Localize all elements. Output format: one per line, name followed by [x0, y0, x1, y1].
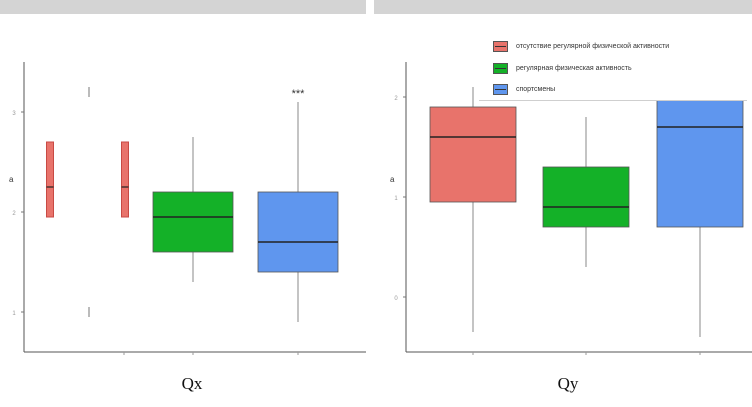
top-bar-left [0, 0, 366, 14]
legend-label-regular: регулярная физическая активность [516, 64, 632, 72]
top-bar-right [374, 0, 752, 14]
box-regular-1 [542, 166, 630, 228]
legend-item-absent: отсутствие регулярной физической активно… [493, 38, 669, 54]
y-tick-label-0-1: 2 [12, 211, 16, 217]
legend-key-regular [493, 62, 508, 74]
box-absent-0-0 [46, 141, 54, 218]
legend-label-athletes: спортсмены [516, 85, 556, 93]
legend: отсутствие регулярной физической активно… [479, 30, 747, 101]
y-axis-label-1: a [390, 175, 395, 184]
legend-item-athletes: спортсмены [493, 81, 555, 97]
y-tick-label-0-2: 3 [12, 111, 16, 117]
box-absent-0-1 [121, 141, 129, 218]
caption-qx: Qx [181, 374, 203, 393]
legend-item-regular: регулярная физическая активность [493, 60, 632, 76]
y-tick-label-1-0: 0 [394, 296, 398, 302]
caption-qy: Qy [557, 374, 579, 393]
legend-key-absent [493, 40, 508, 52]
box-athletes-0 [257, 191, 339, 273]
y-tick-label-0-0: 1 [12, 311, 16, 317]
y-axis-label-0: a [9, 175, 14, 184]
legend-key-athletes [493, 83, 508, 95]
y-tick-label-1-2: 2 [394, 96, 398, 102]
y-tick-label-1-1: 1 [394, 196, 398, 202]
box-athletes-1 [656, 96, 744, 228]
legend-label-absent: отсутствие регулярной физической активно… [516, 42, 670, 50]
box-regular-0 [152, 191, 234, 253]
box-absent-1 [429, 106, 517, 203]
significance-marker: *** [292, 88, 306, 100]
